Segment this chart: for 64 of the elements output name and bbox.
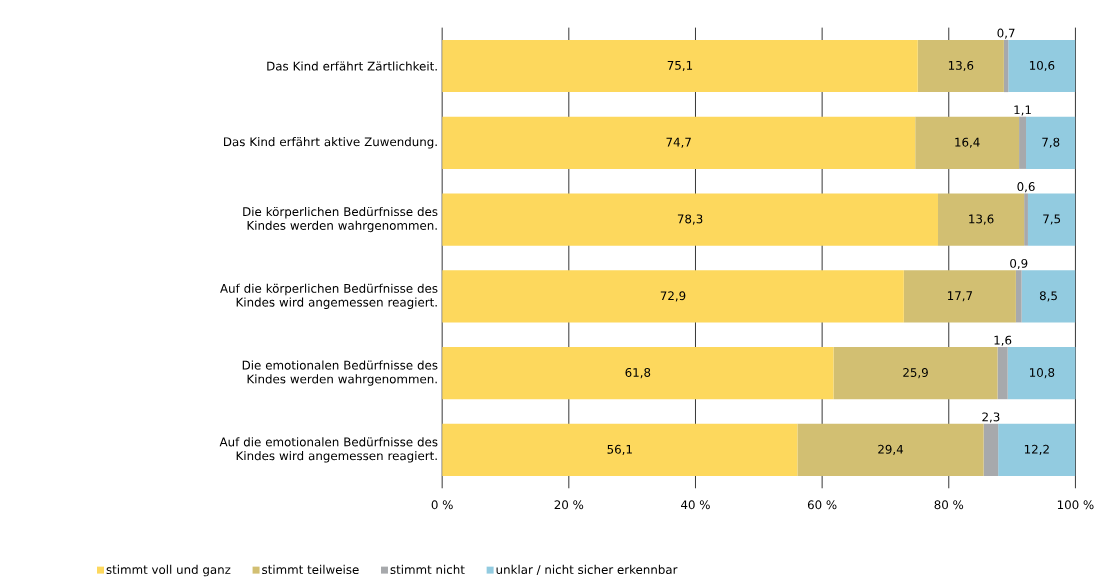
bar (998, 423, 1076, 476)
data-label: 16,4 (955, 137, 980, 148)
x-tick-label: 40 % (681, 500, 710, 510)
y-tick-label: Die körperlichen Bedürfnisse des Kindes werden wahrgenommen. (243, 206, 438, 233)
data-label: 13,6 (948, 60, 974, 72)
bar (442, 193, 939, 246)
bar (1019, 116, 1027, 169)
bar (1008, 39, 1076, 93)
y-tick-label: Die emotionalen Bedürfnisse des Kindes werden wahrgenommen. (242, 360, 438, 386)
bar (442, 270, 904, 323)
bar (997, 347, 1008, 400)
bar (938, 193, 1025, 246)
x-tick-label: 20 % (554, 500, 584, 510)
data-label: 7,8 (1042, 137, 1060, 148)
data-label: 0,9 (1010, 258, 1028, 270)
data-label: 56,1 (607, 444, 632, 455)
y-tick-label: Auf die emotionalen Bedürfnisse des Kindes wird angemessen reagiert. (219, 437, 438, 463)
data-label: 2,3 (982, 412, 1000, 423)
x-tick-label: 100 % (1057, 500, 1094, 510)
data-label: 0,7 (997, 28, 1015, 39)
y-tick-label: Auf die körperlichen Bedürfnisse des Kindes wird angemessen reagiert. (220, 283, 438, 309)
bar (1026, 116, 1076, 169)
data-label: 75,1 (667, 61, 693, 71)
bar (797, 423, 984, 476)
bar (983, 423, 999, 476)
x-tick-label: 0 % (431, 500, 453, 510)
bar (1007, 347, 1076, 400)
data-label: 7,5 (1043, 214, 1061, 225)
x-tick-label: 60 % (807, 500, 837, 510)
bar (1015, 270, 1022, 323)
data-label: 12,2 (1024, 444, 1049, 455)
data-label: 78,3 (677, 214, 703, 225)
bar (903, 270, 1016, 323)
data-label: 25,9 (903, 368, 928, 379)
data-label: 8,5 (1039, 291, 1057, 302)
data-label: 1,1 (1014, 105, 1031, 116)
bar (1027, 193, 1076, 246)
data-label: 13,6 (969, 214, 994, 225)
legend-label: unklar / nicht sicher erkennbar (496, 564, 678, 575)
bar (442, 116, 916, 169)
bar (1024, 193, 1028, 246)
bar (915, 116, 1020, 169)
data-label: 74,7 (666, 137, 691, 148)
data-label: 61,8 (625, 368, 651, 379)
bar (442, 39, 918, 93)
data-label: 10,6 (1029, 60, 1055, 72)
bar (917, 39, 1004, 93)
legend-label: stimmt voll und ganz (106, 564, 231, 577)
bar (442, 347, 834, 400)
data-label: 10,8 (1029, 368, 1055, 379)
data-label: 17,7 (947, 291, 973, 302)
legend-label: stimmt teilweise (262, 564, 359, 575)
bar (1021, 270, 1076, 323)
bar (1003, 39, 1009, 93)
bar (442, 423, 798, 476)
x-tick-label: 80 % (934, 500, 964, 510)
y-tick-label: Das Kind erfährt Zärtlichkeit. (267, 61, 437, 71)
data-label: 72,9 (660, 291, 686, 302)
bar (833, 347, 998, 400)
data-label: 29,4 (878, 444, 904, 455)
legend-label: stimmt nicht (390, 564, 465, 575)
y-tick-label: Das Kind erfährt aktive Zuwendung. (224, 137, 437, 149)
data-label: 0,6 (1017, 182, 1035, 193)
data-label: 1,6 (994, 335, 1012, 346)
